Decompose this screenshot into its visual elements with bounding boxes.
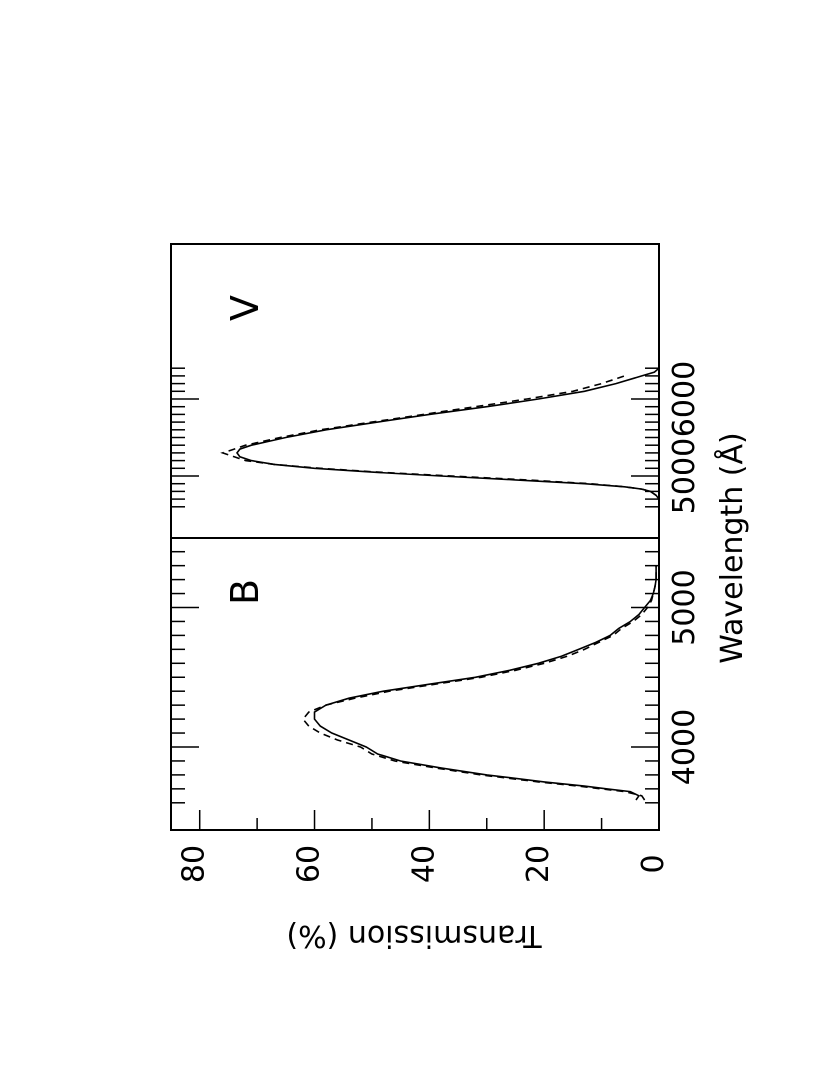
- plot-frame-layer: [170, 243, 660, 831]
- x-tick-label: 6000: [667, 361, 702, 437]
- x-tick-label: 4000: [667, 709, 702, 785]
- x-tick-label: 5000: [667, 569, 702, 645]
- solid-transmission-curve: [313, 565, 657, 801]
- x-tick-label: 5000: [667, 438, 702, 514]
- solid-transmission-curve: [235, 367, 660, 507]
- y-tick-label: 20: [521, 845, 556, 883]
- panel-label-V: V: [223, 295, 267, 321]
- dashed-transmission-curve: [220, 375, 660, 507]
- x-axis-label: Wavelength (Å): [714, 432, 750, 663]
- y-tick-label: 60: [292, 845, 327, 883]
- y-tick-label: 0: [636, 854, 671, 873]
- label-layer: Wavelength (Å) Transmission (%) B V: [223, 295, 750, 953]
- y-axis-label: Transmission (%): [286, 918, 542, 953]
- y-tick-label: 40: [406, 845, 441, 883]
- curve-layer: [220, 367, 660, 801]
- dashed-transmission-curve: [301, 565, 657, 801]
- panel-label-B: B: [223, 579, 267, 605]
- y-tick-label: 80: [177, 845, 212, 883]
